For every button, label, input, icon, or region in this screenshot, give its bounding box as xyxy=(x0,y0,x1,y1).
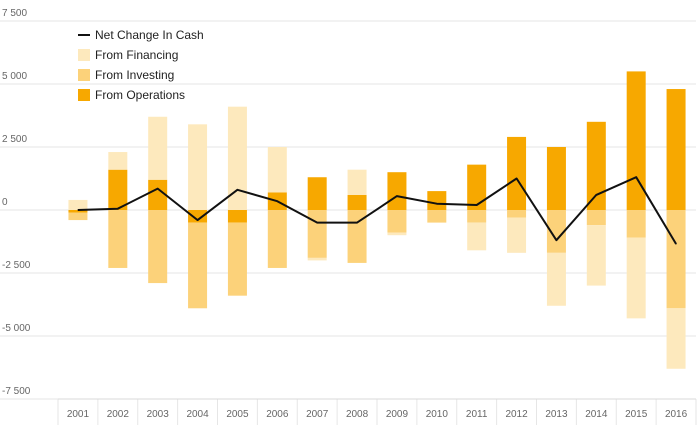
bar-from-operations-2007 xyxy=(307,177,327,210)
bar-from-financing-2007 xyxy=(307,257,327,261)
net-change-point-2010 xyxy=(436,203,438,205)
x-tick-label: 2008 xyxy=(346,409,369,420)
net-change-point-2005 xyxy=(236,189,238,191)
bar-from-financing-2016 xyxy=(666,308,686,369)
net-change-line xyxy=(77,176,677,245)
net-change-point-2012 xyxy=(516,178,518,179)
legend-label: Net Change In Cash xyxy=(95,28,204,42)
gridlines xyxy=(0,20,697,425)
net-change-point-2007 xyxy=(316,222,318,224)
bar-from-operations-2016 xyxy=(666,89,686,210)
y-tick-label: 5 000 xyxy=(2,71,27,82)
net-change-point-2015 xyxy=(635,176,637,178)
net-change-point-2016 xyxy=(675,243,677,245)
x-tick-label: 2010 xyxy=(426,409,449,420)
bar-from-financing-2009 xyxy=(387,232,407,236)
bar-from-investing-2011 xyxy=(467,210,487,223)
net-change-point-2006 xyxy=(276,200,278,202)
bar-from-investing-2007 xyxy=(307,210,327,258)
bars xyxy=(68,71,686,369)
y-tick-label: 0 xyxy=(2,197,8,208)
x-tick-label: 2004 xyxy=(186,409,209,420)
x-tick-label: 2016 xyxy=(665,409,688,420)
bar-from-financing-2008 xyxy=(347,169,367,195)
x-tick-label: 2007 xyxy=(306,409,329,420)
legend: Net Change In Cash From Financing From Inv… xyxy=(78,28,204,102)
bar-from-financing-2006 xyxy=(267,147,287,193)
bar-from-financing-2011 xyxy=(467,222,487,251)
bar-from-investing-2010 xyxy=(427,210,447,223)
x-axis: 2001 2002 2003 2004 2005 2006 2007 2008 2009 2010… xyxy=(67,409,688,420)
legend-label: From Operations xyxy=(95,88,185,102)
y-tick-label: -2 500 xyxy=(2,260,31,271)
bar-from-financing-2005 xyxy=(227,106,247,210)
bar-from-operations-2004 xyxy=(188,210,208,223)
bar-from-operations-2001 xyxy=(68,210,88,213)
legend-swatch-from-financing xyxy=(78,49,90,61)
net-change-point-2001 xyxy=(77,209,79,211)
net-change-point-2003 xyxy=(157,188,159,190)
bar-from-operations-2015 xyxy=(626,71,646,211)
y-tick-label: -7 500 xyxy=(2,386,31,397)
y-tick-label: 2 500 xyxy=(2,134,27,145)
bar-from-investing-2014 xyxy=(586,210,606,226)
x-tick-label: 2006 xyxy=(266,409,289,420)
x-tick-label: 2009 xyxy=(386,409,409,420)
bar-from-operations-2010 xyxy=(427,191,447,210)
bar-from-operations-2011 xyxy=(467,164,487,210)
bar-from-investing-2001 xyxy=(68,212,88,221)
y-tick-label: 7 500 xyxy=(2,8,27,19)
net-change-point-2011 xyxy=(476,204,478,206)
x-tick-label: 2011 xyxy=(466,409,488,420)
bar-from-investing-2003 xyxy=(148,210,168,284)
bar-from-financing-2002 xyxy=(108,152,128,170)
y-tick-label: -5 000 xyxy=(2,323,31,334)
bar-from-operations-2005 xyxy=(227,210,247,223)
bar-from-operations-2008 xyxy=(347,194,367,210)
bar-from-investing-2006 xyxy=(267,210,287,268)
bar-from-operations-2002 xyxy=(108,169,128,210)
bar-from-operations-2009 xyxy=(387,172,407,210)
x-tick-label: 2003 xyxy=(147,409,170,420)
bar-from-investing-2009 xyxy=(387,210,407,233)
x-tick-label: 2002 xyxy=(107,409,130,420)
bar-from-investing-2013 xyxy=(546,210,566,253)
bar-from-operations-2012 xyxy=(507,136,527,210)
bar-from-investing-2015 xyxy=(626,210,646,238)
bar-from-financing-2012 xyxy=(507,217,527,253)
bar-from-financing-2014 xyxy=(586,225,606,286)
legend-swatch-from-operations xyxy=(78,89,90,101)
net-change-point-2008 xyxy=(356,222,358,224)
x-tick-label: 2012 xyxy=(505,409,528,420)
bar-from-financing-2003 xyxy=(148,116,168,180)
bar-from-financing-2001 xyxy=(68,199,88,210)
bar-from-operations-2003 xyxy=(148,179,168,210)
net-change-point-2002 xyxy=(117,208,119,210)
bar-from-financing-2013 xyxy=(546,252,566,306)
bar-from-financing-2015 xyxy=(626,237,646,319)
net-change-line-group xyxy=(77,176,677,245)
bar-from-investing-2005 xyxy=(227,222,247,296)
x-tick-label: 2013 xyxy=(545,409,568,420)
net-change-point-2009 xyxy=(396,195,398,197)
bar-from-operations-2013 xyxy=(546,147,566,210)
net-change-point-2004 xyxy=(197,219,199,221)
net-change-point-2014 xyxy=(595,194,597,196)
bar-from-investing-2002 xyxy=(108,210,128,268)
bar-from-investing-2016 xyxy=(666,210,686,309)
bar-from-financing-2004 xyxy=(188,124,208,210)
bar-from-operations-2014 xyxy=(586,121,606,210)
x-tick-label: 2001 xyxy=(67,409,90,420)
legend-swatch-from-investing xyxy=(78,69,90,81)
legend-label: From Investing xyxy=(95,68,174,82)
net-change-point-2013 xyxy=(555,239,557,241)
y-axis: 7 500 5 000 2 500 0 -2 500 -5 000 -7 500 xyxy=(2,8,31,397)
bar-from-investing-2012 xyxy=(507,210,527,218)
bar-from-investing-2004 xyxy=(188,222,208,309)
x-tick-label: 2005 xyxy=(226,409,249,420)
x-tick-label: 2015 xyxy=(625,409,648,420)
legend-label: From Financing xyxy=(95,48,178,62)
x-tick-label: 2014 xyxy=(585,409,608,420)
